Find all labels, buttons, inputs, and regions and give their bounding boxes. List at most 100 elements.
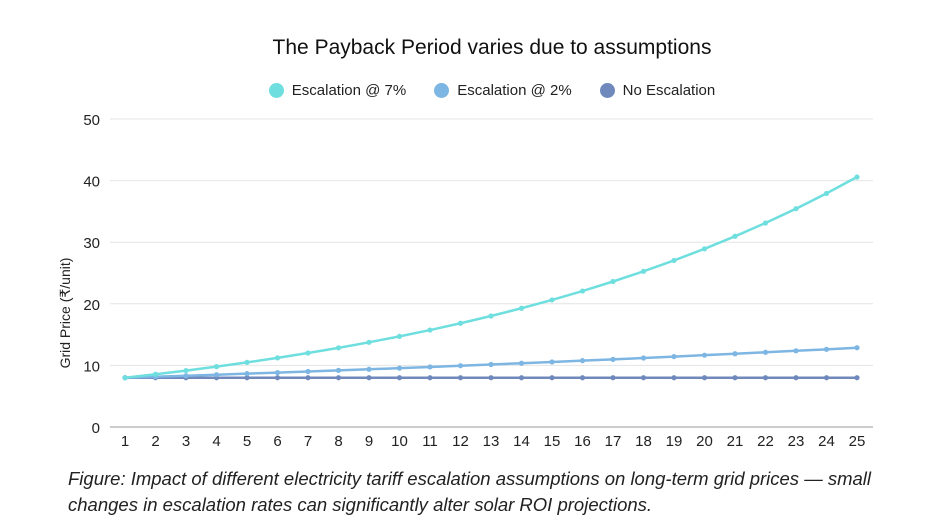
data-point	[366, 375, 372, 381]
x-tick-label: 19	[666, 433, 683, 450]
data-point	[335, 345, 342, 351]
data-point	[854, 345, 860, 351]
data-point	[457, 363, 464, 369]
data-point	[732, 351, 738, 357]
data-point	[823, 375, 830, 381]
data-point	[701, 352, 708, 358]
x-tick-label: 3	[182, 433, 190, 450]
data-point	[549, 297, 555, 303]
data-point	[701, 375, 708, 381]
data-point	[213, 364, 220, 370]
data-point	[793, 206, 799, 212]
data-point	[335, 375, 342, 381]
data-point	[518, 305, 525, 311]
data-point	[183, 367, 189, 374]
x-tick-label: 14	[513, 433, 530, 450]
data-point	[488, 313, 494, 319]
data-point	[427, 375, 433, 381]
data-point	[396, 365, 403, 371]
data-point	[366, 366, 372, 372]
legend-marker-none	[599, 83, 615, 98]
x-tick-label: 21	[727, 433, 744, 450]
x-tick-label: 4	[212, 433, 220, 450]
x-tick-label: 25	[849, 433, 866, 450]
data-point	[488, 361, 494, 368]
data-point	[610, 356, 616, 362]
data-point	[457, 375, 464, 381]
data-point	[793, 375, 799, 381]
data-point	[640, 268, 647, 274]
data-point	[671, 375, 677, 381]
data-point	[183, 373, 189, 379]
data-point	[305, 350, 311, 356]
data-point	[427, 364, 433, 370]
data-point	[762, 349, 769, 355]
data-point	[610, 375, 616, 381]
data-point	[579, 288, 586, 294]
data-point	[396, 333, 403, 339]
data-point	[274, 370, 281, 376]
data-point	[244, 359, 250, 365]
x-tick-label: 23	[788, 433, 805, 450]
data-point	[579, 358, 586, 364]
data-point	[671, 257, 677, 264]
legend-marker-2pct	[434, 83, 450, 98]
x-tick-label: 1	[121, 433, 129, 450]
data-point	[610, 278, 616, 285]
data-point	[427, 327, 433, 333]
chart-title: The Payback Period varies due to assumpt…	[272, 36, 712, 59]
x-tick-label: 20	[696, 433, 713, 450]
series-line	[124, 175, 858, 379]
data-point	[640, 355, 647, 361]
x-tick-label: 10	[391, 433, 408, 450]
data-point	[457, 320, 464, 326]
x-tick-label: 24	[818, 433, 835, 450]
x-tick-label: 22	[757, 433, 774, 450]
data-point	[762, 220, 769, 226]
x-tick-label: 15	[544, 433, 561, 450]
x-tick-label: 16	[574, 433, 591, 450]
data-point	[305, 368, 311, 375]
data-point	[244, 371, 250, 377]
data-point	[396, 375, 403, 381]
y-tick-label: 20	[83, 297, 100, 314]
data-point	[549, 359, 555, 365]
x-tick-label: 6	[273, 433, 281, 450]
legend-item-7pct: Escalation @ 7%	[268, 82, 406, 99]
data-point	[305, 375, 311, 381]
x-tick-label: 12	[452, 433, 469, 450]
x-tick-label: 7	[304, 433, 312, 450]
data-point	[579, 375, 586, 381]
data-point	[823, 346, 830, 352]
data-point	[732, 375, 738, 381]
y-tick-label: 10	[83, 358, 100, 375]
data-point	[244, 375, 250, 381]
y-tick-label: 40	[83, 174, 100, 191]
legend-marker-7pct	[268, 83, 284, 98]
y-axis-label: Grid Price (₹/unit)	[57, 258, 73, 369]
x-tick-label: 2	[151, 433, 159, 450]
y-tick-label: 0	[92, 420, 100, 437]
data-point	[518, 360, 525, 366]
data-point	[854, 375, 860, 381]
data-point	[274, 355, 281, 361]
legend-label: Escalation @ 2%	[457, 82, 572, 99]
data-point	[122, 375, 128, 381]
data-point	[671, 353, 677, 360]
data-point	[366, 339, 372, 345]
legend: Escalation @ 7% Escalation @ 2% No Escal…	[0, 82, 940, 99]
data-point	[488, 375, 494, 381]
data-point	[793, 348, 799, 354]
x-tick-label: 18	[635, 433, 652, 450]
x-tick-label: 11	[422, 433, 438, 450]
data-point	[762, 375, 769, 381]
x-tick-label: 13	[483, 433, 500, 450]
data-point	[152, 371, 159, 377]
x-tick-label: 9	[365, 433, 373, 450]
y-tick-label: 50	[83, 112, 100, 129]
data-point	[274, 375, 281, 381]
x-tick-label: 17	[605, 433, 622, 450]
data-point	[335, 367, 342, 373]
